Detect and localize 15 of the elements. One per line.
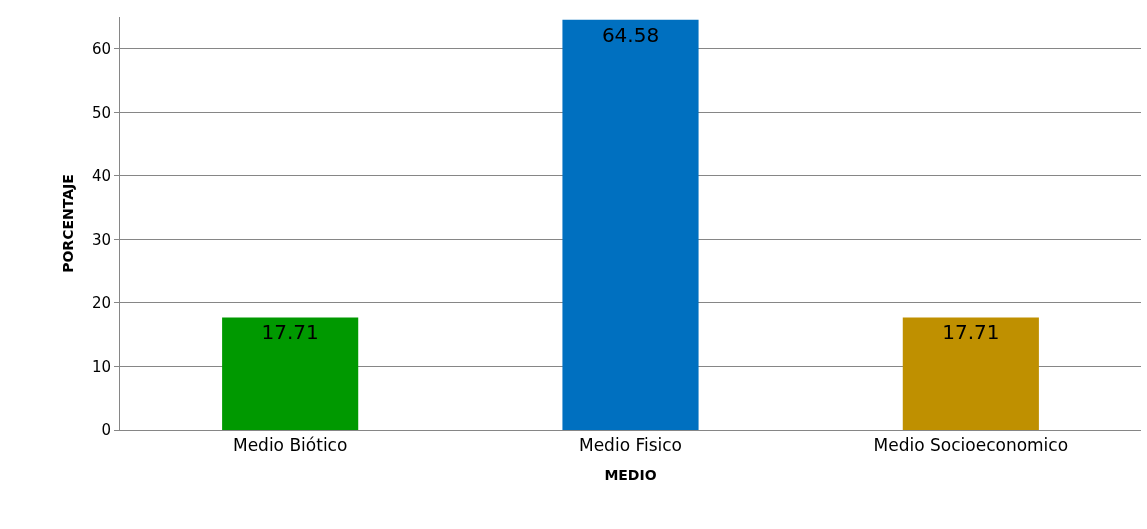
y-tick-label: 10 — [91, 357, 111, 376]
y-tick-label: 0 — [101, 421, 111, 440]
y-tick-label: 30 — [91, 230, 111, 249]
x-axis-title: MEDIO — [604, 466, 657, 483]
y-tick-label: 20 — [91, 294, 111, 313]
data-label: 17.71 — [942, 320, 1000, 345]
data-label: 17.71 — [261, 320, 319, 345]
y-tick-label: 60 — [91, 40, 111, 59]
y-tick-label: 50 — [91, 103, 111, 122]
x-tick-label: Medio Biótico — [232, 435, 348, 456]
y-axis-title: PORCENTAJE — [59, 174, 76, 273]
x-tick-label: Medio Fisico — [578, 435, 683, 456]
y-tick-label: 40 — [91, 167, 111, 186]
x-tick-label: Medio Socioeconomico — [873, 435, 1069, 456]
data-label: 64.58 — [601, 22, 660, 47]
